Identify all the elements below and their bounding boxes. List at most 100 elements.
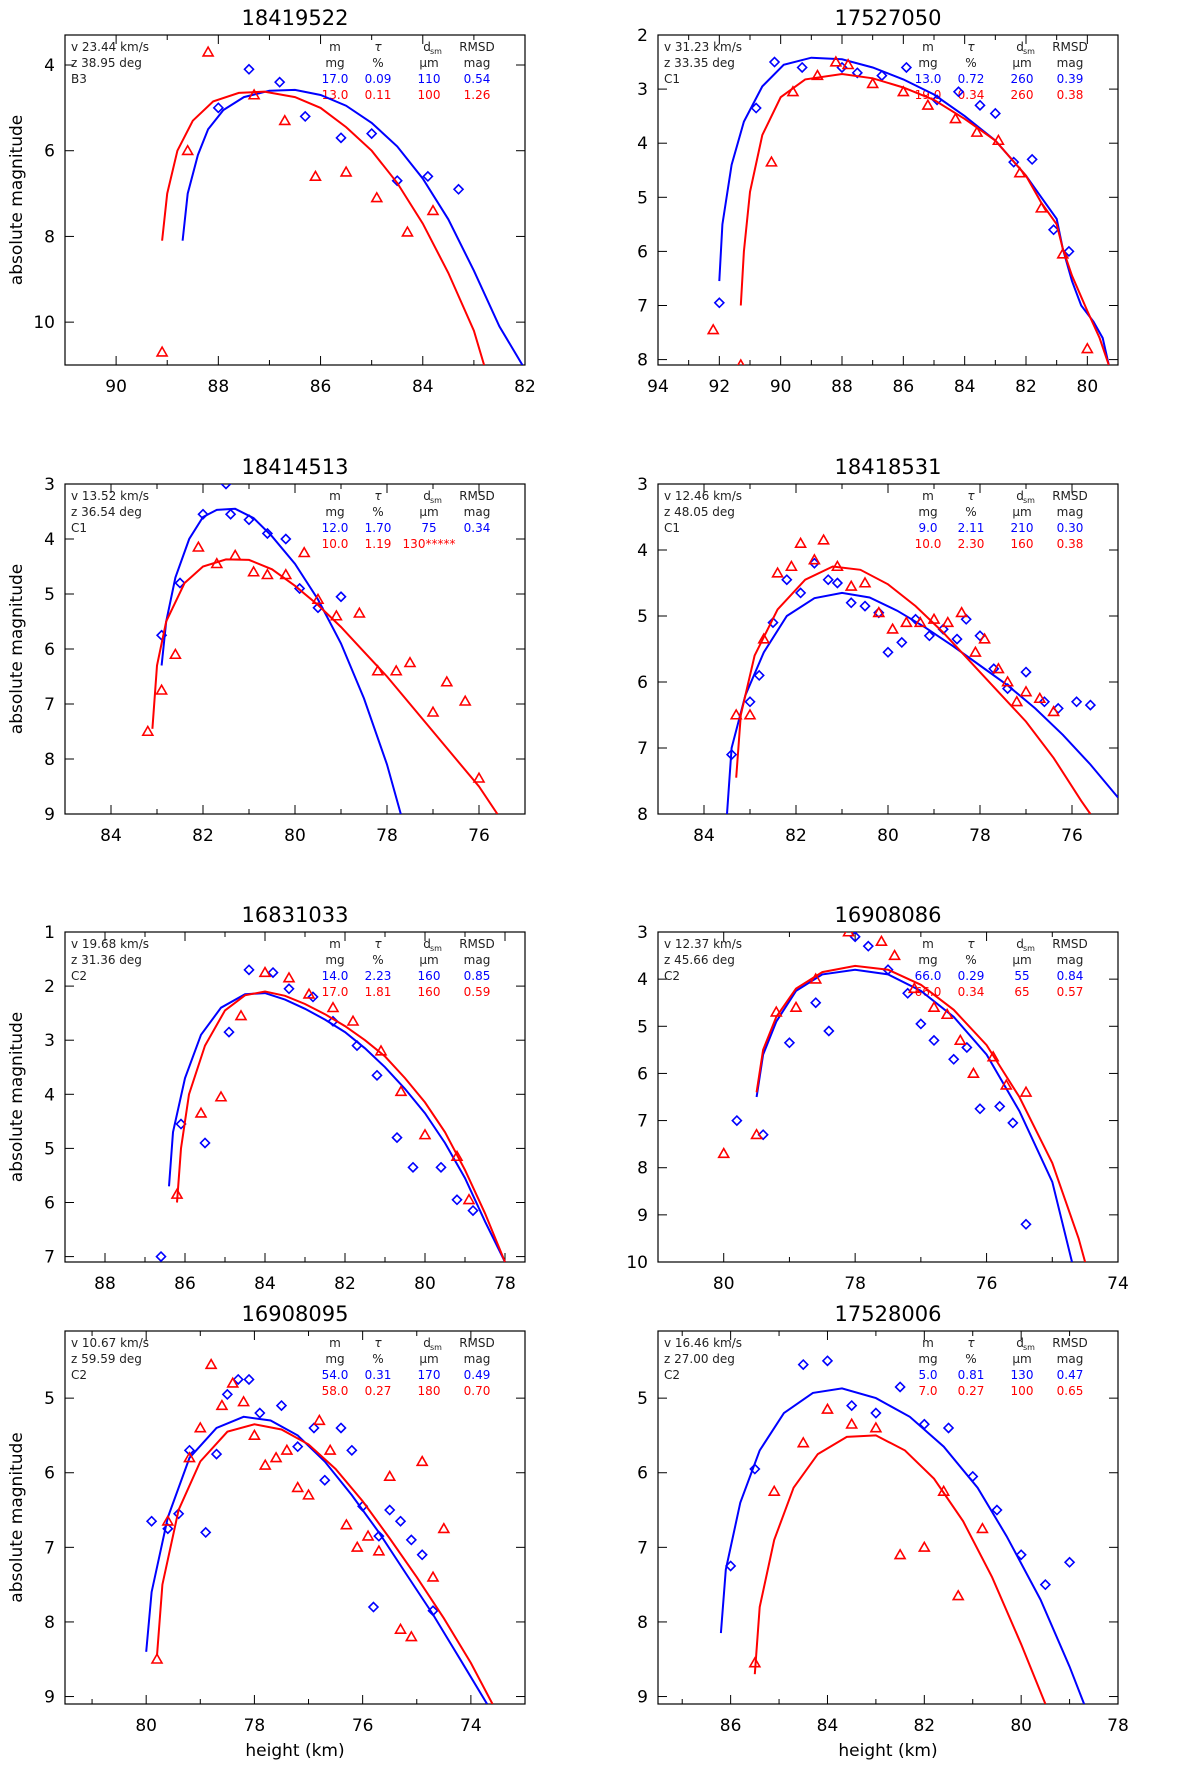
table-unit: % — [965, 953, 976, 967]
data-point-triangle — [403, 656, 417, 668]
plot-data — [155, 45, 524, 365]
data-point-diamond — [753, 669, 765, 682]
y-tick-label: 3 — [637, 475, 648, 495]
x-tick-label: 78 — [969, 826, 991, 846]
y-tick-label: 7 — [637, 739, 648, 759]
plot-frame — [64, 1330, 526, 1705]
y-tick-label: 7 — [637, 1538, 648, 1558]
data-point-triangle — [346, 1014, 360, 1026]
data-point-triangle — [970, 125, 984, 137]
data-point-diamond — [1063, 1556, 1076, 1568]
table-header-m: m — [329, 1336, 341, 1350]
info-line: z 33.35 deg — [664, 56, 735, 70]
data-point-diamond — [797, 1358, 809, 1371]
x-tick-label: 84 — [817, 1716, 839, 1736]
data-point-triangle — [769, 1005, 783, 1017]
table-unit: mg — [918, 953, 937, 967]
y-tick-label: 6 — [637, 1464, 648, 1484]
table-unit: µm — [1012, 56, 1031, 70]
table-header-rmsd: RMSD — [1052, 937, 1088, 951]
table-header-d: d — [423, 937, 431, 951]
data-point-diamond — [261, 527, 274, 540]
table-unit: mag — [464, 953, 491, 967]
data-point-triangle — [309, 169, 322, 181]
x-tick-label: 86 — [310, 377, 332, 397]
plot-data — [725, 533, 1118, 814]
plot-data — [145, 1357, 494, 1704]
data-point-diamond — [224, 508, 237, 520]
data-point-triangle — [302, 987, 316, 999]
data-point-diamond — [725, 1560, 737, 1572]
data-point-triangle — [893, 1548, 907, 1560]
table-value: 0.49 — [464, 1368, 491, 1382]
table-value: 66.0 — [915, 969, 942, 983]
data-point-diamond — [367, 1601, 380, 1613]
x-tick-label: 88 — [208, 377, 230, 397]
table-header-m: m — [922, 40, 934, 54]
y-tick-label: 9 — [637, 1206, 648, 1226]
info-line: v 16.46 km/s — [664, 1336, 742, 1350]
data-point-diamond — [1026, 153, 1038, 166]
table-header-rmsd: RMSD — [1052, 40, 1088, 54]
table-value: 1.70 — [365, 521, 392, 535]
table-value: 1.19 — [365, 537, 392, 551]
data-point-triangle — [437, 1522, 451, 1534]
data-point-diamond — [232, 1373, 244, 1386]
y-tick-label: 6 — [637, 673, 648, 693]
table-unit: mag — [1057, 505, 1084, 519]
data-point-triangle — [247, 88, 261, 100]
data-point-diamond — [757, 1129, 769, 1141]
x-tick-label: 90 — [770, 377, 792, 397]
info-line: B3 — [71, 72, 87, 86]
table-value: 2.23 — [365, 969, 392, 983]
table-unit: mg — [325, 56, 344, 70]
data-point-triangle — [181, 144, 195, 156]
y-tick-label: 4 — [44, 56, 55, 76]
table-unit: mg — [325, 505, 344, 519]
data-point-triangle — [951, 1589, 965, 1601]
table-header-d: d — [423, 1336, 431, 1350]
data-point-triangle — [829, 55, 843, 67]
model-curve-red — [753, 1434, 1047, 1704]
data-point-diamond — [831, 577, 844, 589]
plot-frame — [64, 483, 526, 815]
y-tick-label: 6 — [637, 242, 648, 262]
data-point-triangle — [907, 981, 921, 994]
info-line: z 38.95 deg — [71, 56, 142, 70]
data-point-diamond — [948, 1053, 960, 1065]
data-point-triangle — [228, 548, 242, 561]
data-point-diamond — [882, 964, 894, 976]
data-point-triangle — [786, 85, 800, 97]
data-point-triangle — [226, 1376, 240, 1388]
table-header-tau: τ — [374, 489, 382, 503]
table-header-d: d — [1016, 40, 1024, 54]
data-point-triangle — [394, 1084, 408, 1097]
table-value: 17.0 — [322, 985, 349, 999]
table-unit: mag — [1057, 953, 1084, 967]
table-header-tau: τ — [967, 1336, 975, 1350]
table-header-tau: τ — [967, 937, 975, 951]
info-line: C2 — [71, 969, 87, 983]
data-point-diamond — [427, 1605, 439, 1617]
x-tick-label: 86 — [174, 1274, 196, 1294]
data-point-triangle — [201, 45, 215, 57]
data-point-diamond — [974, 99, 986, 111]
data-point-diamond — [894, 1381, 906, 1393]
x-tick-label: 88 — [94, 1274, 116, 1294]
data-point-diamond — [155, 1250, 167, 1262]
data-point-triangle — [426, 204, 440, 216]
table-unit: mag — [464, 1352, 491, 1366]
data-point-triangle — [767, 1484, 781, 1496]
chart-title: 18414513 — [242, 455, 349, 479]
y-tick-label: 1 — [44, 923, 55, 943]
table-value: 55 — [1014, 969, 1029, 983]
info-line: v 13.52 km/s — [71, 489, 149, 503]
data-point-diamond — [351, 1039, 363, 1052]
data-point-triangle — [1034, 201, 1048, 213]
data-point-triangle — [279, 568, 293, 580]
data-point-diamond — [918, 1418, 930, 1430]
data-point-diamond — [371, 1069, 383, 1081]
data-point-triangle — [992, 662, 1005, 674]
data-point-diamond — [452, 183, 465, 195]
